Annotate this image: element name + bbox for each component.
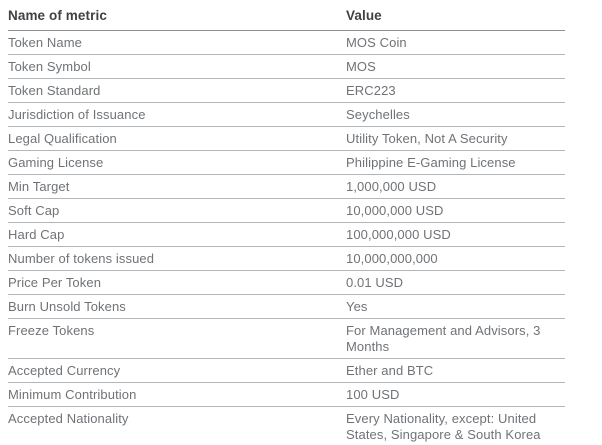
metric-cell: Legal Qualification (8, 127, 346, 151)
value-cell: Seychelles (346, 103, 565, 127)
metric-cell: Hard Cap (8, 223, 346, 247)
value-cell: 100,000,000 USD (346, 223, 565, 247)
metric-cell: Token Standard (8, 79, 346, 103)
table-row: Burn Unsold Tokens Yes (8, 295, 565, 319)
value-cell: Philippine E-Gaming License (346, 151, 565, 175)
table-row: Legal Qualification Utility Token, Not A… (8, 127, 565, 151)
metric-cell: Number of tokens issued (8, 247, 346, 271)
table-row: Freeze Tokens For Management and Advisor… (8, 319, 565, 359)
metric-cell: Jurisdiction of Issuance (8, 103, 346, 127)
metric-cell: Token Symbol (8, 55, 346, 79)
table-row: Number of tokens issued 10,000,000,000 (8, 247, 565, 271)
metric-cell: Token Name (8, 31, 346, 55)
table-row: Accepted Nationality Every Nationality, … (8, 407, 565, 445)
value-cell: Every Nationality, except: United States… (346, 407, 565, 445)
table-row: Min Target 1,000,000 USD (8, 175, 565, 199)
metric-cell: Min Target (8, 175, 346, 199)
column-header-metric: Name of metric (8, 0, 346, 31)
header-row: Name of metric Value (8, 0, 565, 31)
table-row: Token Standard ERC223 (8, 79, 565, 103)
table-body: Token Name MOS Coin Token Symbol MOS Tok… (8, 31, 565, 445)
table-row: Accepted Currency Ether and BTC (8, 359, 565, 383)
value-cell: ERC223 (346, 79, 565, 103)
value-cell: 1,000,000 USD (346, 175, 565, 199)
table-row: Hard Cap 100,000,000 USD (8, 223, 565, 247)
value-cell: 10,000,000 USD (346, 199, 565, 223)
value-cell: MOS Coin (346, 31, 565, 55)
table-row: Jurisdiction of Issuance Seychelles (8, 103, 565, 127)
metric-cell: Gaming License (8, 151, 346, 175)
metric-cell: Soft Cap (8, 199, 346, 223)
table-header: Name of metric Value (8, 0, 565, 31)
metric-cell: Freeze Tokens (8, 319, 346, 359)
metric-cell: Price Per Token (8, 271, 346, 295)
table-row: Token Name MOS Coin (8, 31, 565, 55)
value-cell: 10,000,000,000 (346, 247, 565, 271)
value-cell: Ether and BTC (346, 359, 565, 383)
column-header-value: Value (346, 0, 565, 31)
token-metrics-table: Name of metric Value Token Name MOS Coin… (8, 0, 565, 445)
value-cell: Yes (346, 295, 565, 319)
table-row: Token Symbol MOS (8, 55, 565, 79)
value-cell: 100 USD (346, 383, 565, 407)
value-cell: MOS (346, 55, 565, 79)
table-row: Gaming License Philippine E-Gaming Licen… (8, 151, 565, 175)
metric-cell: Accepted Currency (8, 359, 346, 383)
metric-cell: Minimum Contribution (8, 383, 346, 407)
table-row: Price Per Token 0.01 USD (8, 271, 565, 295)
metric-cell: Accepted Nationality (8, 407, 346, 445)
value-cell: Utility Token, Not A Security (346, 127, 565, 151)
table-row: Minimum Contribution 100 USD (8, 383, 565, 407)
value-cell: For Management and Advisors, 3 Months (346, 319, 565, 359)
value-cell: 0.01 USD (346, 271, 565, 295)
metric-cell: Burn Unsold Tokens (8, 295, 346, 319)
table-row: Soft Cap 10,000,000 USD (8, 199, 565, 223)
